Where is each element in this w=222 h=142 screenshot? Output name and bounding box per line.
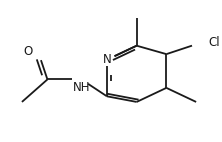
Text: N: N: [103, 53, 111, 66]
Text: Cl: Cl: [209, 36, 220, 49]
Text: O: O: [24, 45, 33, 58]
Text: NH: NH: [73, 81, 90, 94]
